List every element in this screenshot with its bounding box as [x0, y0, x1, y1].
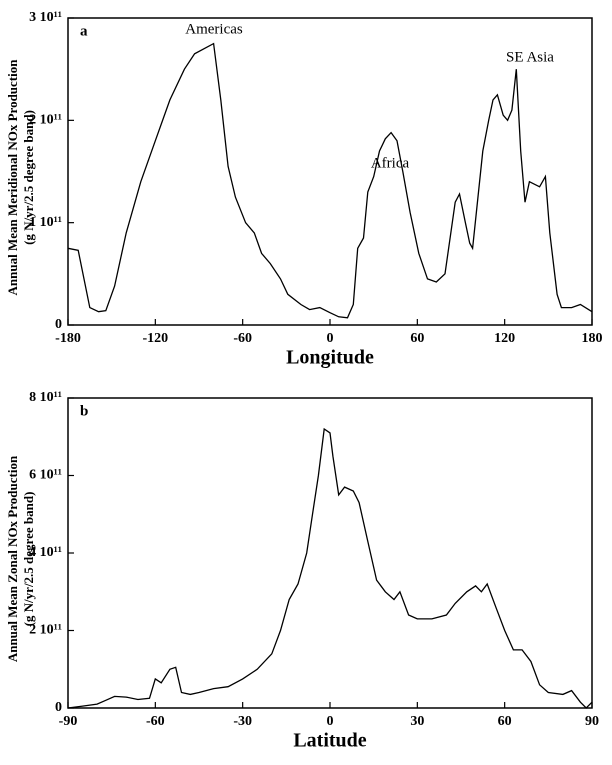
data-line [67, 427, 593, 709]
y-tick-label: 0 [55, 317, 62, 332]
y-tick-label: 8 10¹¹ [29, 390, 62, 405]
x-tick-label: -30 [233, 714, 252, 729]
y-tick-label: 2 10¹¹ [29, 113, 62, 128]
x-tick-label: -180 [55, 331, 81, 346]
y-axis-label: (g N/yr/2.5 degree band) [21, 492, 36, 627]
annotation: Africa [371, 155, 410, 171]
panel-label: a [80, 23, 88, 39]
y-tick-label: 4 10¹¹ [29, 545, 62, 560]
x-tick-label: -60 [233, 331, 252, 346]
x-tick-label: 0 [327, 714, 334, 729]
y-axis-label: (g N/yr/2.5 degree band) [21, 110, 36, 245]
x-tick-label: 180 [582, 331, 603, 346]
x-tick-label: 90 [585, 714, 599, 729]
x-tick-label: -120 [142, 331, 168, 346]
y-axis-label: Annual Mean Meridional NOx Production [5, 59, 20, 296]
annotation: SE Asia [506, 49, 554, 65]
y-axis-label: Annual Mean Zonal NOx Production [5, 455, 20, 662]
y-tick-label: 0 [55, 700, 62, 715]
plot-frame [67, 397, 593, 709]
y-tick-label: 2 10¹¹ [29, 623, 62, 638]
x-tick-label: -90 [59, 714, 78, 729]
data-line [67, 42, 593, 319]
y-tick-label: 6 10¹¹ [29, 468, 62, 483]
y-tick-label: 3 10¹¹ [29, 10, 62, 25]
x-tick-label: 30 [410, 714, 424, 729]
annotation: Americas [185, 21, 243, 37]
x-tick-label: -60 [146, 714, 165, 729]
x-tick-label: 120 [494, 331, 515, 346]
x-axis-label: Latitude [293, 730, 366, 752]
x-tick-label: 0 [327, 331, 334, 346]
x-tick-label: 60 [410, 331, 424, 346]
y-tick-label: 1 10¹¹ [29, 215, 62, 230]
x-axis-label: Longitude [286, 347, 374, 369]
panel-label: b [80, 403, 88, 419]
x-tick-label: 60 [498, 714, 512, 729]
